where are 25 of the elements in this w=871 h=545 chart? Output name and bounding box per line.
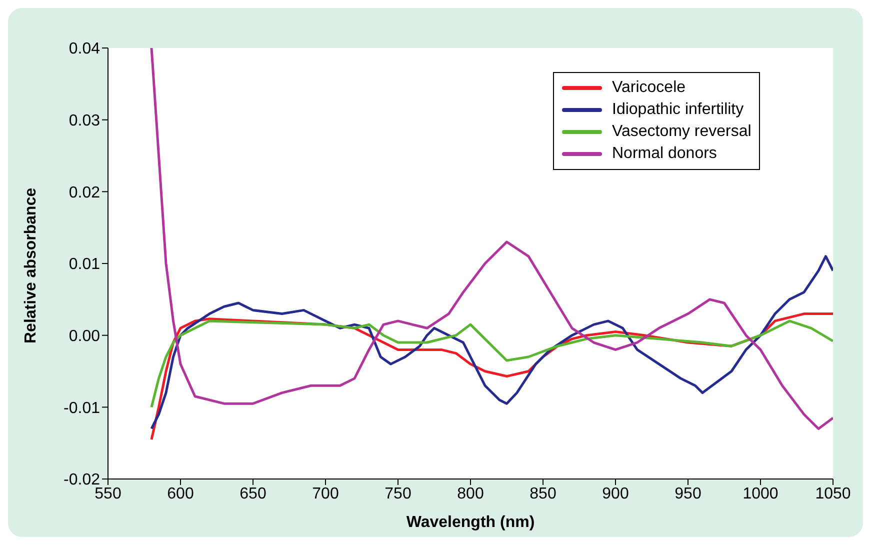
y-tick-label: 0.02	[68, 184, 100, 202]
legend-label: Vasectomy reversal	[612, 122, 752, 142]
y-tick-label: 0.00	[68, 328, 100, 346]
line-series	[150, 48, 833, 430]
y-axis-title: Relative absorbance	[22, 188, 40, 344]
x-tick-label: 1000	[742, 485, 778, 502]
x-tick-label: 750	[384, 485, 412, 502]
y-tick-label: 0.01	[68, 256, 100, 274]
x-axis-title: Wavelength (nm)	[406, 514, 535, 531]
y-tick-label: 0.04	[68, 40, 100, 58]
x-tick-label: 800	[457, 485, 484, 502]
x-tick-label: 850	[530, 485, 556, 502]
x-tick-label: 950	[674, 485, 702, 502]
x-tick-label: 650	[240, 485, 266, 502]
legend-label: Varicocele	[612, 78, 686, 98]
legend-label: Normal donors	[612, 144, 717, 164]
x-tick-label: 700	[312, 485, 339, 502]
line-series	[150, 320, 833, 408]
line-series	[150, 255, 833, 430]
legend-label: Idiopathic infertility	[612, 100, 744, 120]
x-tick-label: 1050	[815, 485, 851, 502]
x-tick-label: 600	[167, 485, 194, 502]
y-tick-label: 0.03	[68, 112, 100, 130]
y-tick-label: -0.01	[64, 400, 100, 417]
x-tick-label: 900	[602, 485, 629, 502]
